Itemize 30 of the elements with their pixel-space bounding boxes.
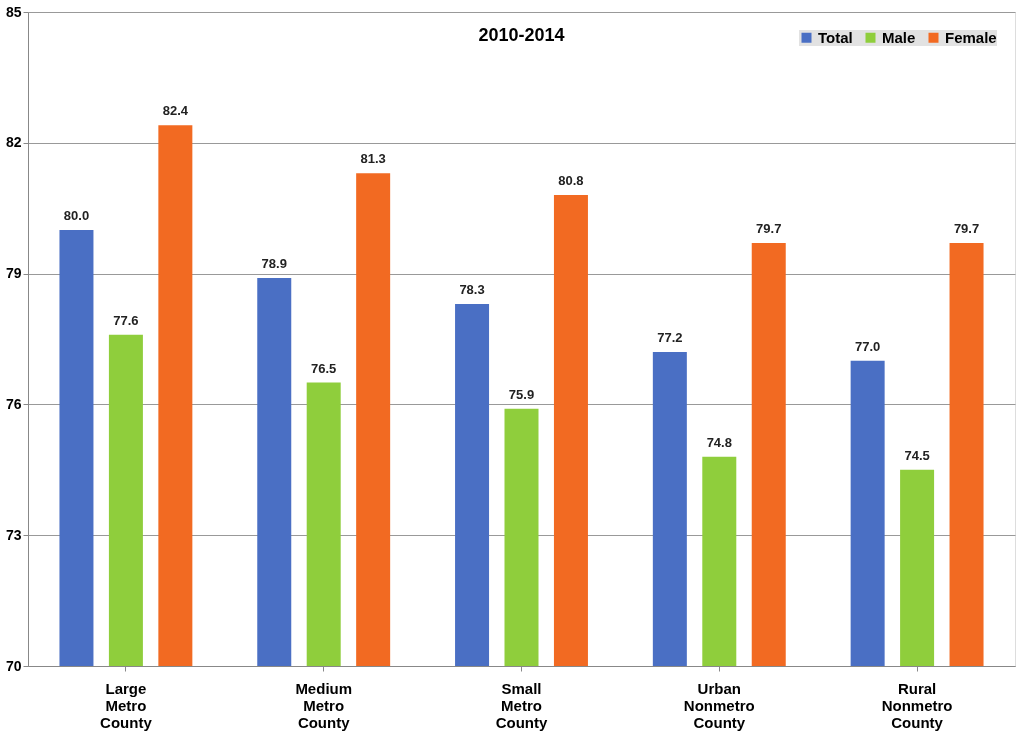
- data-label: 80.0: [63, 208, 90, 223]
- data-label: 79.7: [953, 221, 980, 237]
- data-label: 80.8: [558, 173, 584, 189]
- data-label: 77.2: [657, 330, 683, 346]
- legend-label: Female: [945, 28, 997, 46]
- y-tick-label: 82: [5, 134, 22, 151]
- legend-label: Total: [818, 28, 853, 46]
- data-label: 74.5: [904, 447, 930, 463]
- y-tick-label: 70: [5, 657, 22, 674]
- y-tick-label: 79: [5, 265, 22, 282]
- x-tick-label: Large Metro County: [100, 679, 153, 731]
- data-label: 78.9: [261, 255, 287, 271]
- data-label: 76.5: [311, 360, 337, 376]
- x-tick-label: Small Metro County: [495, 679, 548, 731]
- data-label: 74.8: [706, 434, 732, 450]
- x-tick-label: Medium Metro County: [295, 679, 353, 731]
- data-label: 77.6: [113, 312, 139, 328]
- legend-label: Male: [882, 28, 916, 46]
- y-tick-label: 85: [5, 3, 22, 20]
- data-label: 81.3: [360, 151, 386, 167]
- data-label: 77.0: [854, 338, 881, 354]
- y-tick-label: 76: [5, 395, 22, 412]
- data-label: 78.3: [459, 282, 485, 298]
- data-label: 82.4: [162, 103, 189, 119]
- data-label: 79.7: [756, 221, 782, 237]
- text: 2010-2014: [478, 25, 565, 45]
- y-tick-label: 73: [5, 526, 22, 543]
- x-tick-label: Rural Nonmetro County: [881, 679, 953, 731]
- data-label: 75.9: [508, 386, 535, 402]
- x-tick-label: Urban Nonmetro County: [683, 679, 755, 731]
